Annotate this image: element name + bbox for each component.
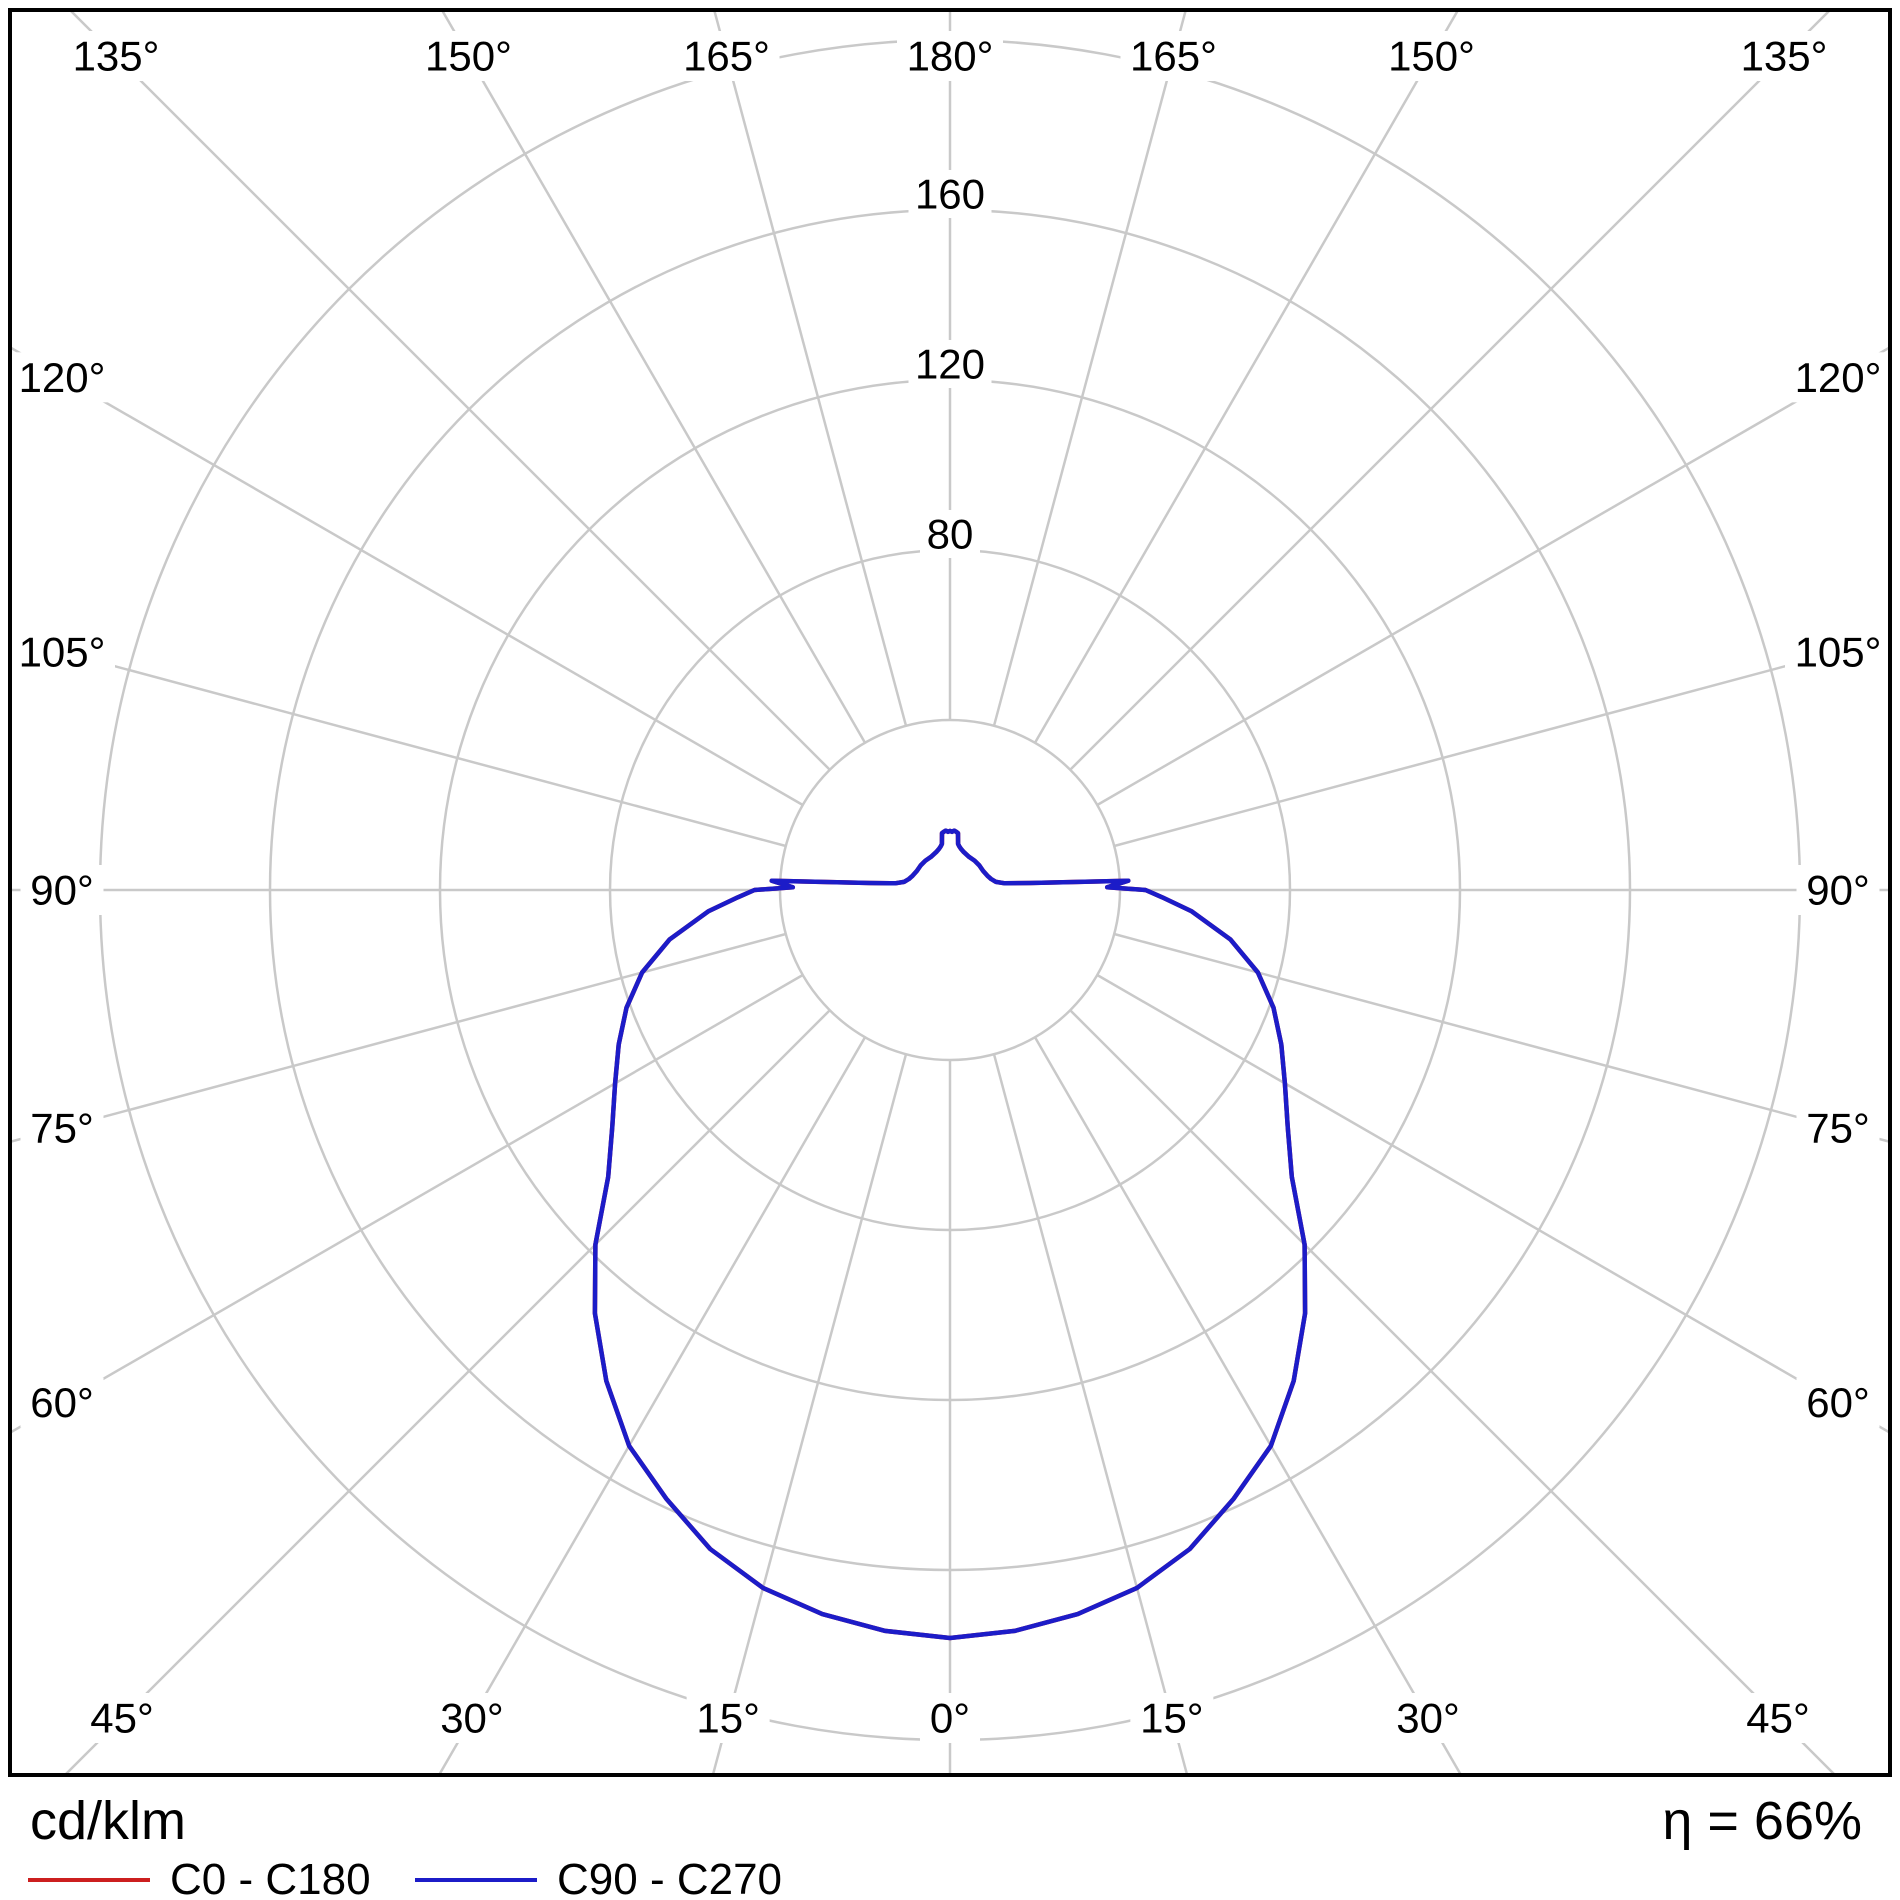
grid-spoke xyxy=(1033,1036,1462,1773)
angle-label-bg xyxy=(1120,31,1227,81)
radial-tick-label-bg xyxy=(908,340,992,388)
angle-label: 15° xyxy=(1140,1695,1204,1742)
radial-unit-label: cd/klm xyxy=(30,1791,187,1851)
angle-label: 135° xyxy=(1741,33,1828,80)
grid-spoke xyxy=(438,1036,867,1773)
angle-label-bg xyxy=(686,1693,770,1743)
legend-label-c90-c270: C90 - C270 xyxy=(557,1855,783,1900)
grid-spoke xyxy=(1096,973,1888,1433)
angle-label-bg xyxy=(9,352,115,403)
angle-label: 45° xyxy=(1746,1695,1810,1742)
angle-label-bg xyxy=(430,1693,514,1743)
plot-frame-border xyxy=(8,8,1892,1777)
angle-label-bg xyxy=(9,627,115,678)
grid-spoke xyxy=(712,1053,908,1773)
intensity-curves xyxy=(592,828,1308,1641)
angle-label-bg xyxy=(1785,352,1891,403)
curve-c90-c270 xyxy=(592,828,1308,1641)
angle-label: 150° xyxy=(425,33,512,80)
grid-spoke xyxy=(12,932,787,1143)
angle-label: 105° xyxy=(19,629,106,676)
grid-spoke xyxy=(1033,12,1459,744)
efficiency-value: η = 66% xyxy=(1662,1791,1862,1851)
angle-label-bg xyxy=(415,31,522,81)
angle-label-bg xyxy=(673,31,780,81)
grid-spoke xyxy=(1113,932,1888,1143)
angle-label-bg xyxy=(1736,1693,1820,1743)
radial-tick-label: 80 xyxy=(927,511,974,558)
angle-label: 105° xyxy=(1795,629,1882,676)
angle-label: 120° xyxy=(19,354,106,401)
angle-label: 30° xyxy=(1396,1695,1460,1742)
grid-spoke xyxy=(1113,637,1888,848)
angle-label: 180° xyxy=(907,33,994,80)
angle-label-bg xyxy=(920,1693,980,1743)
angle-label-bg xyxy=(63,31,169,81)
radial-tick-label: 160 xyxy=(915,171,985,218)
legend-item-c90-c270: C90 - C270 xyxy=(415,1855,783,1900)
angle-label-bg xyxy=(1731,31,1837,81)
legend-line-blue xyxy=(415,1878,537,1882)
chart-legend: C0 - C180 C90 - C270 xyxy=(0,1855,1900,1900)
legend-item-c0-c180: C0 - C180 xyxy=(28,1855,371,1900)
grid-spoke xyxy=(12,347,804,807)
angle-label-bg xyxy=(1785,627,1891,678)
radial-tick-label-bg xyxy=(908,170,992,218)
angle-label: 60° xyxy=(1806,1379,1870,1426)
legend-label-c0-c180: C0 - C180 xyxy=(170,1855,371,1900)
chart-footer: cd/klm η = 66% xyxy=(0,1790,1900,1852)
angle-label: 165° xyxy=(1130,33,1217,80)
angle-label: 60° xyxy=(30,1379,94,1426)
radial-tick-label-bg xyxy=(920,510,980,558)
radial-tick-label: 120 xyxy=(915,341,985,388)
angle-label-bg xyxy=(1386,1693,1470,1743)
grid-spoke xyxy=(1096,347,1888,807)
legend-line-red xyxy=(28,1878,150,1882)
angle-label: 30° xyxy=(440,1695,504,1742)
grid-spoke xyxy=(992,1053,1188,1773)
chart-labels: 0° 15° 15° 30° 30° 45° 45° 60° 60° 75° 75° 90° 90° 10… xyxy=(9,31,1891,1743)
grid-spoke xyxy=(12,973,804,1433)
angle-label: 135° xyxy=(73,33,160,80)
polar-chart: 0° 15° 15° 30° 30° 45° 45° 60° 60° 75° 75° 90° 90° 10… xyxy=(8,8,1892,1777)
grid-spoke xyxy=(441,12,867,744)
angle-label: 15° xyxy=(696,1695,760,1742)
angle-label: 75° xyxy=(1806,1104,1870,1151)
angle-label-bg xyxy=(20,865,104,915)
angle-label: 120° xyxy=(1795,354,1882,401)
angle-label: 165° xyxy=(683,33,770,80)
angle-label-bg xyxy=(1378,31,1485,81)
angle-label: 45° xyxy=(90,1695,154,1742)
angle-label: 90° xyxy=(30,867,94,914)
angle-label-bg xyxy=(1130,1693,1214,1743)
angle-label: 0° xyxy=(930,1695,970,1742)
angle-label: 90° xyxy=(1806,867,1870,914)
angle-label-bg xyxy=(1796,1102,1880,1153)
angle-label: 150° xyxy=(1388,33,1475,80)
angle-label-bg xyxy=(897,31,1003,81)
angle-label-bg xyxy=(1796,865,1880,915)
angle-label-bg xyxy=(1796,1377,1880,1428)
grid-spoke xyxy=(12,637,787,848)
angle-label-bg xyxy=(20,1377,104,1428)
angle-label-bg xyxy=(20,1102,104,1153)
grid-spoke xyxy=(992,12,1187,727)
grid-spoke xyxy=(713,12,908,727)
angle-label: 75° xyxy=(30,1104,94,1151)
angle-label-bg xyxy=(80,1693,164,1743)
